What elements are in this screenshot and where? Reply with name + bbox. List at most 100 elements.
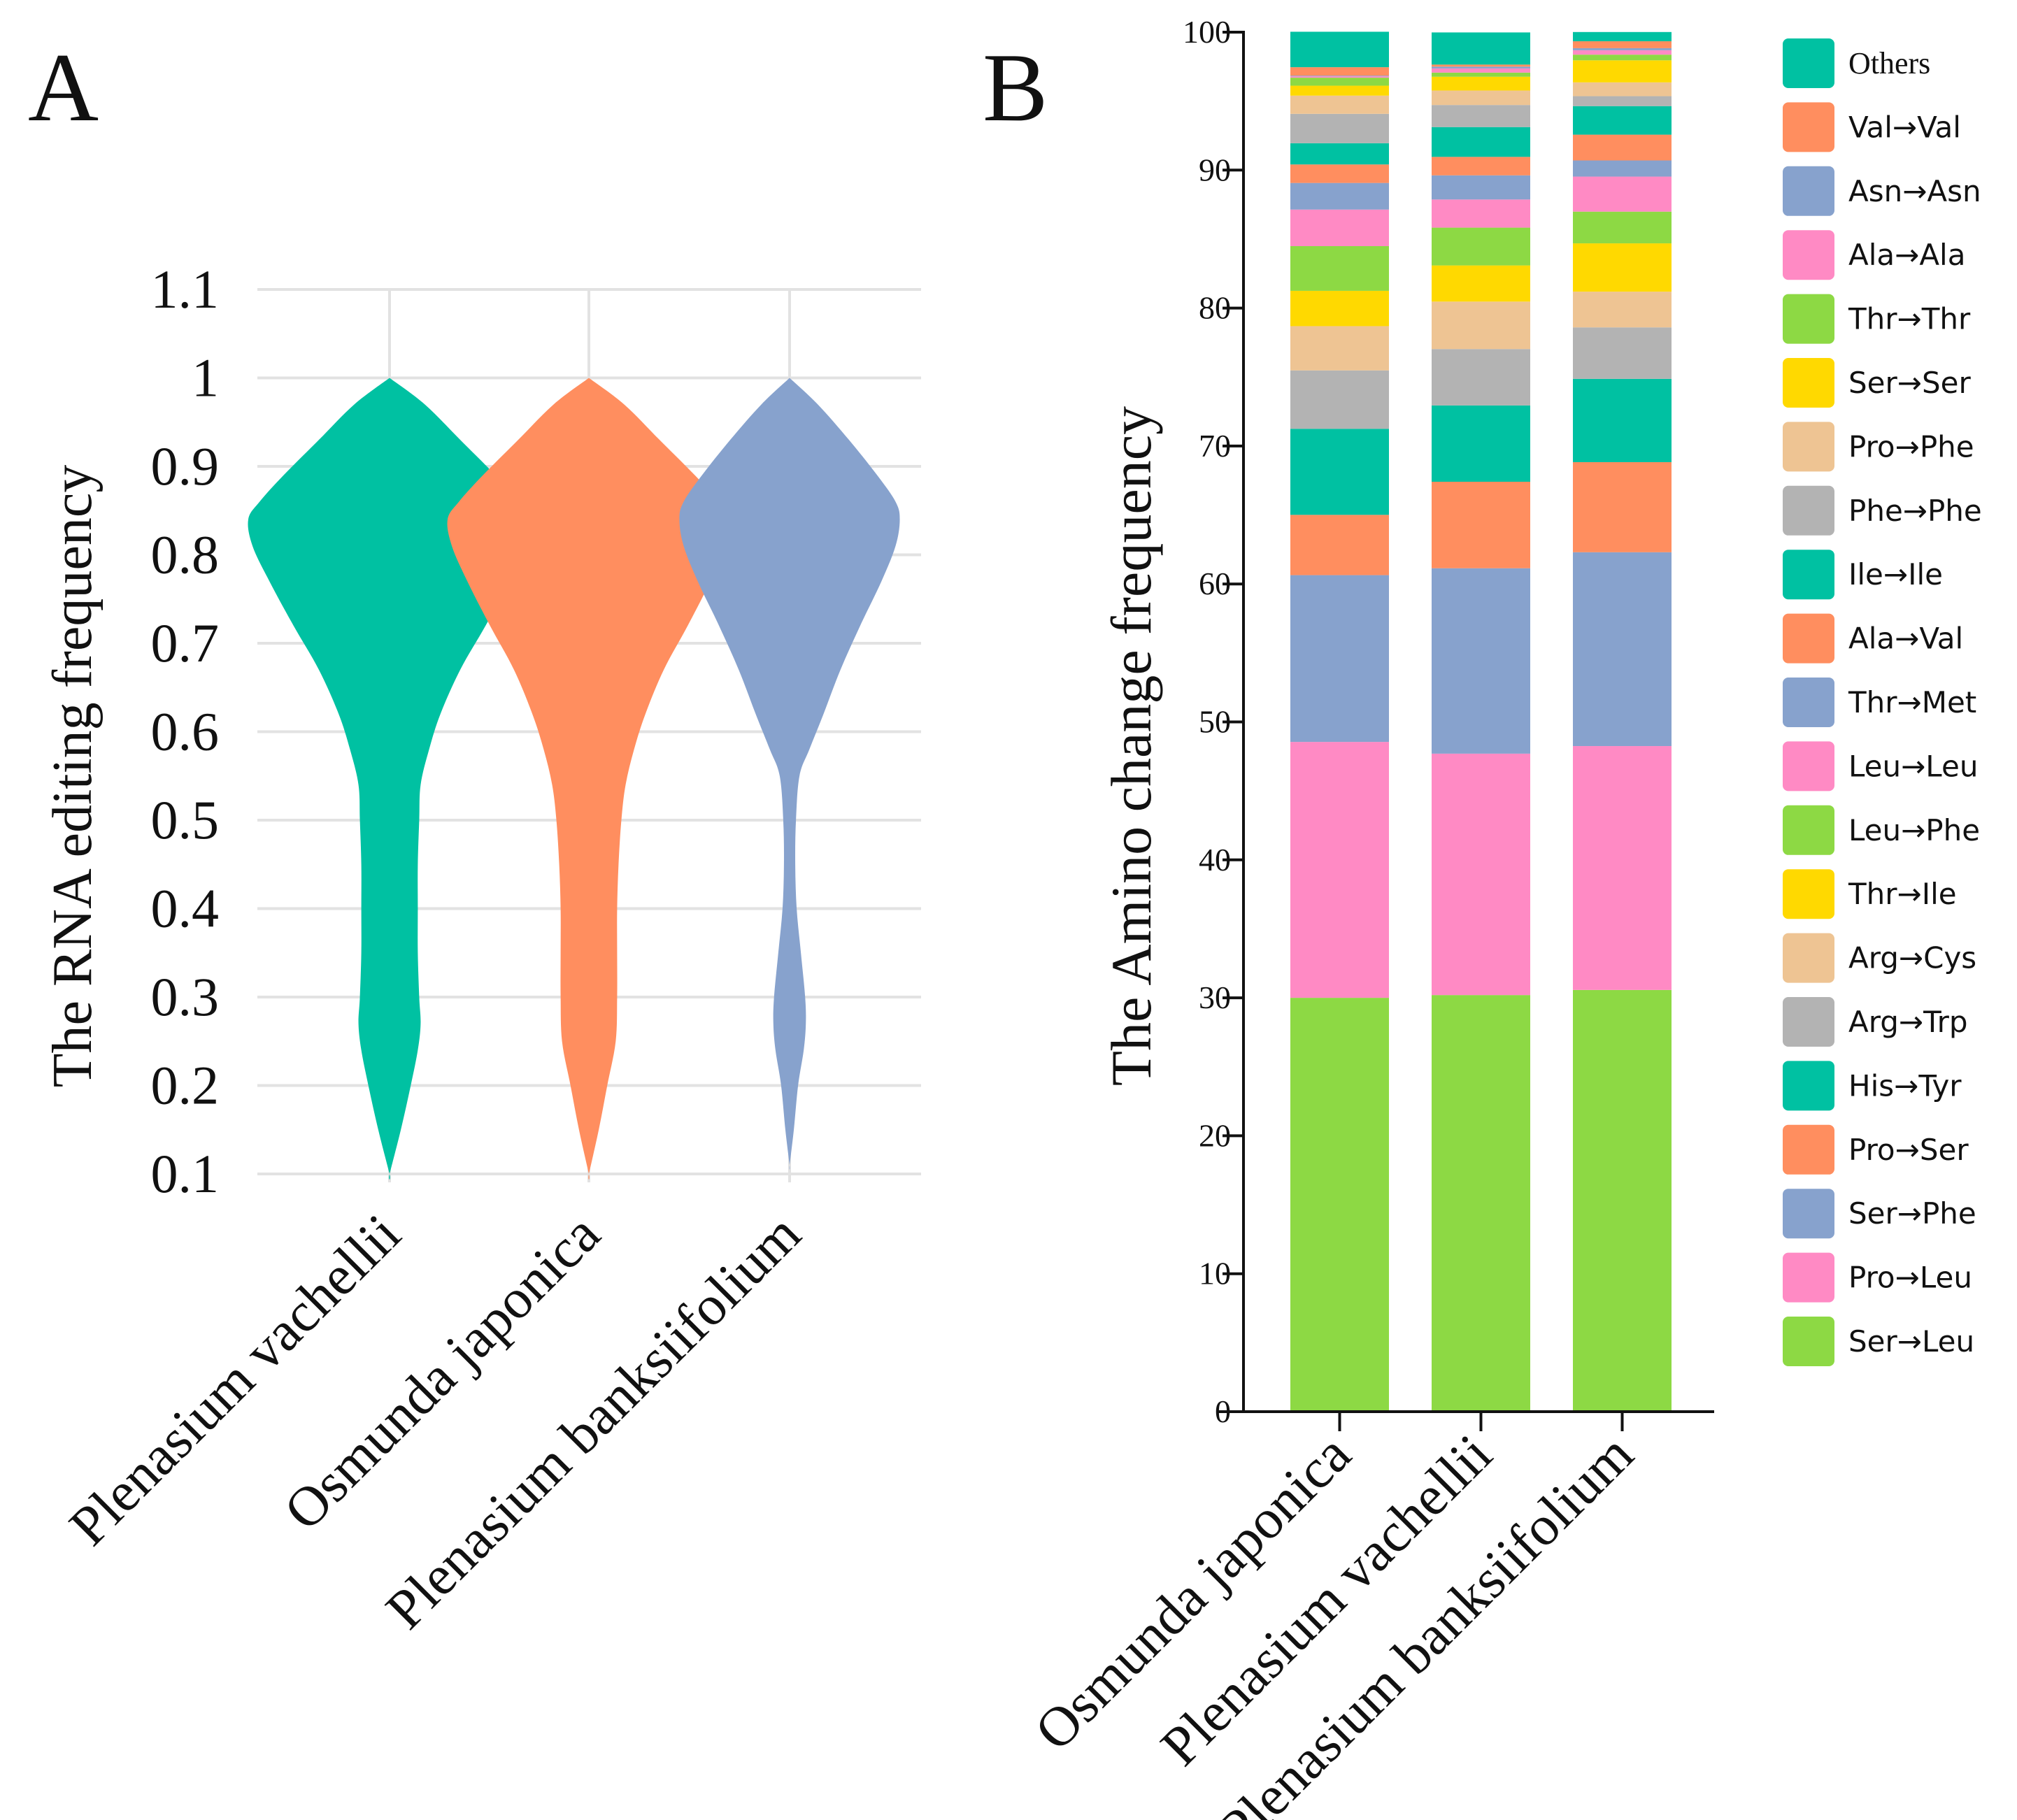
legend-item: Ser→Phe [1783,1189,1976,1239]
bar-segment [1290,246,1389,291]
legend-label: Val→Val [1848,110,1961,144]
bar-segment [1290,113,1389,143]
legend-swatch [1783,997,1834,1047]
bar-segment [1432,32,1530,65]
legend-item: Asn→Asn [1783,166,1981,216]
violin-2 [447,378,731,1180]
legend-label: His→Tyr [1848,1068,1962,1103]
y-axis-label: The Amino change frequency [1099,406,1163,1086]
bar-segment [1573,55,1672,61]
bar-segment [1290,95,1389,114]
legend-item: Val→Val [1783,102,1961,152]
y-tick-labels: 0 10 20 30 40 50 60 70 80 90 100 [1183,14,1231,1429]
legend-label: Pro→Phe [1848,429,1974,464]
x-tick-label: Plenasium vachellii [58,1203,413,1558]
legend-label: Phe→Phe [1848,494,1982,528]
y-tick-label: 0.4 [151,878,220,939]
bar-segment [1432,482,1530,568]
bar-segment [1290,67,1389,76]
bar-segment [1290,326,1389,371]
bar-segment [1573,461,1672,552]
bar-stack [1573,31,1672,1412]
violin-1 [248,378,532,1180]
x-tick-label: Plenasium banksiifolium [374,1203,812,1641]
legend-label: Ser→Leu [1848,1324,1974,1359]
y-tick-label: 0.2 [151,1055,220,1116]
legend-swatch [1783,805,1834,855]
legend-item: Ser→Leu [1783,1317,1974,1366]
legend-label: Pro→Ser [1848,1133,1969,1167]
bar-segment [1432,227,1530,266]
bar-segment [1573,48,1672,50]
legend-label: Leu→Phe [1848,813,1980,847]
y-tick-label: 1 [192,347,219,408]
bar-segment [1290,164,1389,183]
legend-label: Ser→Phe [1848,1196,1976,1231]
legend-swatch [1783,102,1834,152]
legend-item: Pro→Ser [1783,1124,1969,1175]
legend-label: Thr→Thr [1848,302,1971,336]
bar-segment [1432,90,1530,106]
legend-label: Ala→Val [1848,622,1963,656]
legend-swatch [1783,613,1834,664]
legend-item: His→Tyr [1783,1061,1962,1111]
legend-label: Asn→Asn [1848,174,1981,208]
stacked-bar-chart: 0 10 20 30 40 50 60 70 80 90 100 Osmunda japonicaP… [1023,14,1981,1820]
y-tick-label: 0.9 [151,436,220,496]
bar-segment [1432,64,1530,67]
legend-item: Thr→Thr [1783,294,1971,344]
y-tick-label: 70 [1199,428,1231,464]
bar-segment [1290,515,1389,575]
bar-segment [1432,157,1530,175]
bar-segment [1573,134,1672,161]
bar-segment [1573,82,1672,96]
legend-item: Others [1783,38,1930,88]
legend-item: Leu→Leu [1783,741,1978,791]
legend-swatch [1783,1189,1834,1239]
bar-segment [1290,182,1389,210]
legend-label: Ile→Ile [1848,557,1943,592]
legend-item: Ala→Ala [1783,230,1965,280]
bar-segment [1573,41,1672,48]
legend-swatch [1783,741,1834,791]
y-tick-label: 60 [1199,566,1231,601]
y-tick-label: 30 [1199,980,1231,1015]
legend-swatch [1783,166,1834,216]
bar-segment [1432,76,1530,91]
y-tick-label: 0.6 [151,701,220,762]
bar-segment [1573,327,1672,379]
y-tick-labels: 0.1 0.2 0.3 0.4 0.5 0.6 0.7 0.8 0.9 1 1.1 [151,259,220,1204]
y-tick-label: 40 [1199,842,1231,877]
legend-item: Pro→Leu [1783,1252,1972,1303]
bar-segment [1432,68,1530,73]
y-tick-label: 10 [1199,1256,1231,1291]
y-tick-label: 80 [1199,290,1231,326]
legend-item: Leu→Phe [1783,805,1980,855]
bar-segment [1290,209,1389,247]
bar-segment [1432,199,1530,228]
legend-item: Ile→Ile [1783,550,1943,600]
y-tick-label: 0 [1215,1393,1231,1429]
legend-item: Pro→Phe [1783,422,1974,472]
y-tick-label: 0.8 [151,524,220,585]
y-tick-label: 50 [1199,704,1231,740]
legend-swatch [1783,1252,1834,1303]
y-tick-label: 0.3 [151,966,220,1027]
bar-segment [1432,405,1530,482]
panel-label-b: B [983,34,1048,142]
y-tick-label: 1.1 [151,259,220,320]
bar-segment [1573,160,1672,177]
bar-segment [1573,378,1672,462]
legend-swatch [1783,294,1834,344]
legend-label: Arg→Cys [1848,941,1976,975]
bar-segment [1573,243,1672,292]
bar-segment [1573,989,1672,1412]
legend-item: Thr→Ile [1783,869,1957,919]
bar-segment [1573,106,1672,135]
legend-swatch [1783,1317,1834,1366]
bars [1290,31,1672,1412]
bar-segment [1573,176,1672,212]
legend-item: Arg→Cys [1783,933,1976,983]
legend-label: Leu→Leu [1848,749,1978,783]
bar-segment [1290,290,1389,327]
